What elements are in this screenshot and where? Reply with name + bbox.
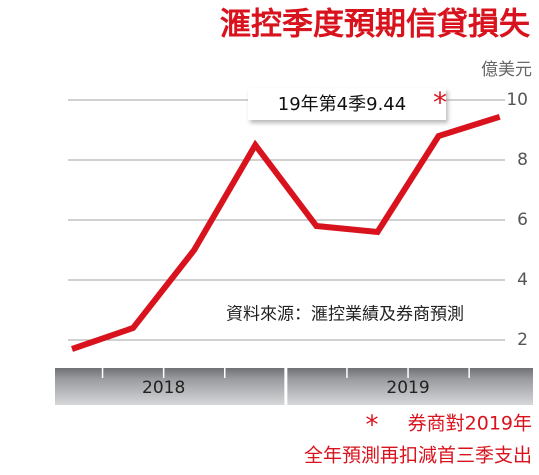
y-axis-label: 億美元 [481,60,532,80]
x-group-label: 2019 [386,378,429,398]
source-note: 資料來源：滙控業績及券商預測 [226,305,464,325]
footnote-line: 券商對2019年 [408,413,532,435]
footnote-mark: * [366,411,379,441]
y-tick-label: 6 [517,210,528,230]
x-axis-band [55,368,533,405]
x-group-label: 2018 [142,378,185,398]
chart-title: 滙控季度預期信貸損失 [220,7,531,43]
annotation-box [248,88,446,120]
y-tick-label: 4 [517,270,528,290]
footnote-line: 全年預測再扣減首三季支出 [304,445,532,467]
annotation-mark: * [433,86,447,119]
annotation: 19年第4季9.44 [278,94,406,115]
y-tick-label: 10 [506,90,528,110]
y-tick-label: 8 [517,150,528,170]
y-tick-label: 2 [517,330,528,350]
data-line [71,113,501,352]
